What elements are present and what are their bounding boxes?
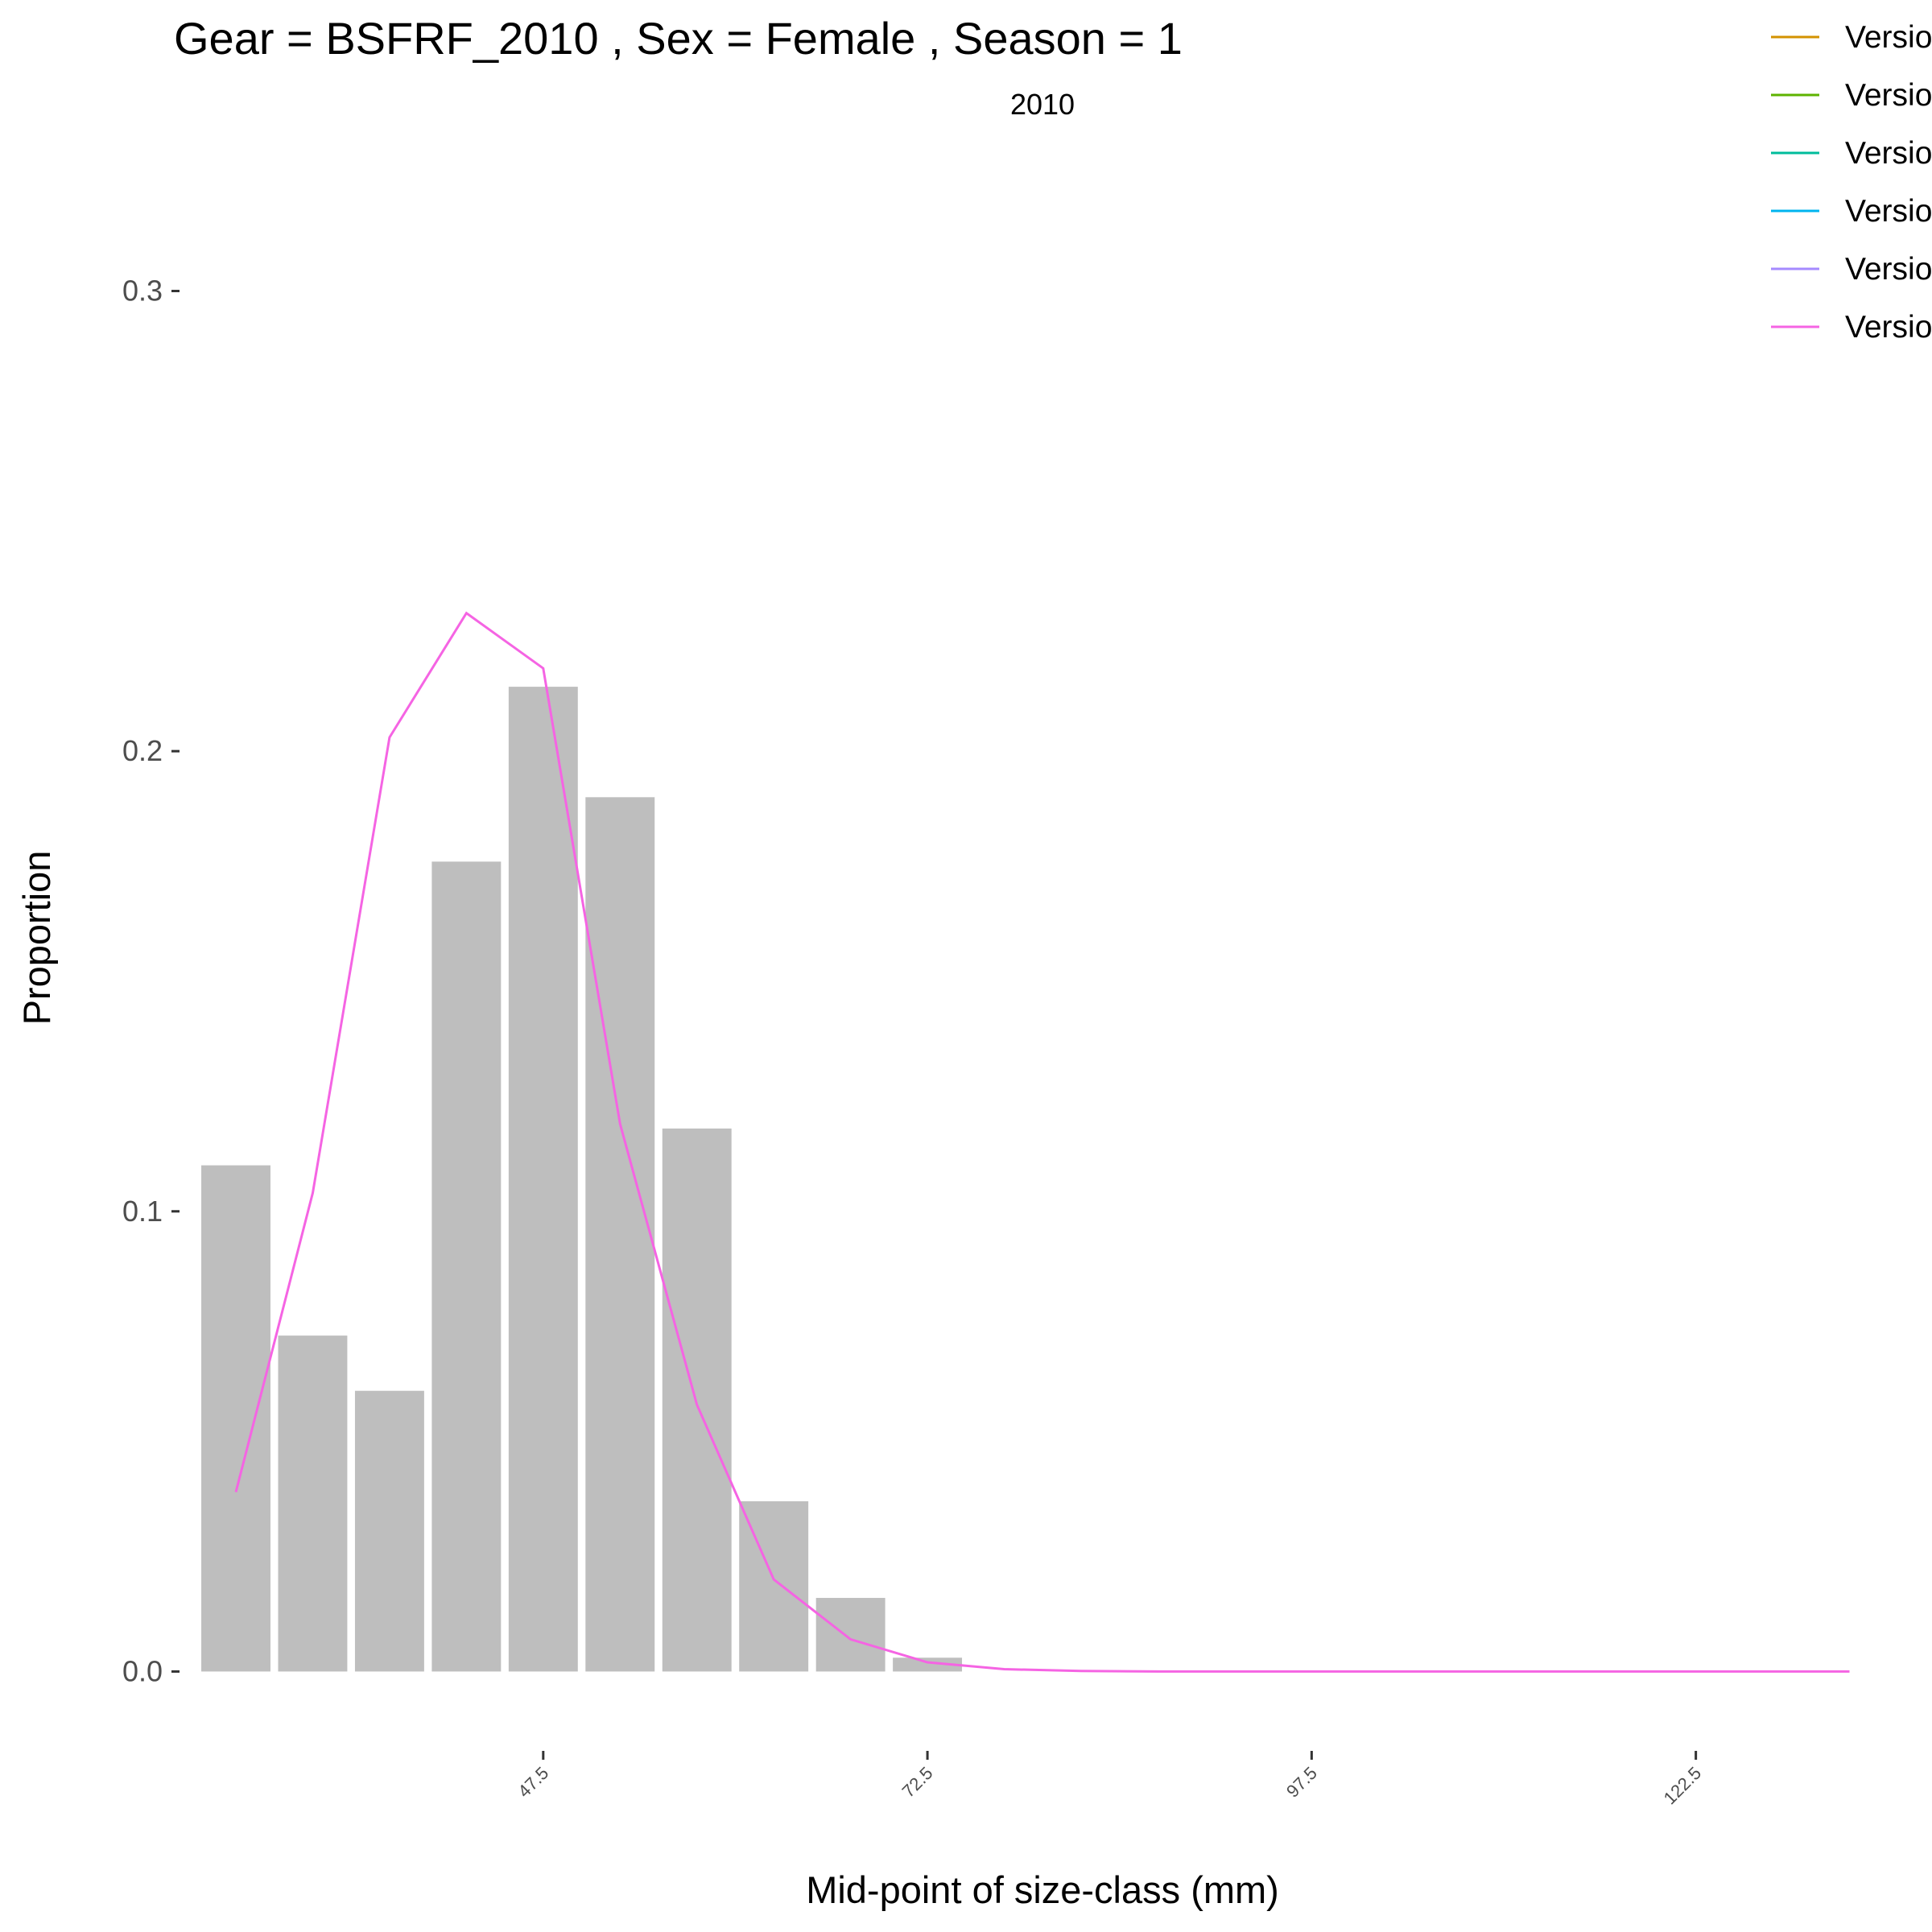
bar [431,861,502,1672]
x-axis-title: Mid-point of size-class (mm) [806,1868,1279,1911]
chart-subtitle: 2010 [1010,88,1075,121]
x-tick-label: 97.5 [1282,1763,1321,1802]
y-tick-label: 0.1 [122,1195,163,1228]
bar [815,1597,886,1672]
legend-label: Versio [1845,252,1932,287]
legend-label: Versio [1845,20,1932,55]
y-tick-label: 0.2 [122,734,163,767]
bar [662,1128,732,1672]
legend-label: Versio [1845,310,1932,345]
bar [508,687,578,1672]
x-axis: 47.5 72.5 97.5 122.5 [514,1751,1705,1808]
legend-label: Versio [1845,194,1932,229]
legend-label: Versio [1845,136,1932,171]
y-axis: 0.0 0.1 0.2 0.3 [122,275,180,1687]
bar [278,1335,348,1672]
y-tick-label: 0.0 [122,1654,163,1687]
legend: Versio Versio Versio Versio Versio Versio [1771,20,1932,345]
x-tick-label: 72.5 [898,1763,937,1802]
y-axis-title: Proportion [15,851,58,1026]
bar [354,1390,424,1672]
x-tick-label: 122.5 [1660,1763,1706,1809]
bar [201,1165,270,1672]
bar [893,1657,963,1672]
legend-label: Versio [1845,78,1932,113]
bar [585,797,655,1672]
model-lines [234,611,1850,1673]
bars [201,687,963,1672]
y-tick-label: 0.3 [122,275,163,308]
series-line [234,611,1850,1673]
chart-title: Gear = BSFRF_2010 , Sex = Female , Seaso… [174,13,1183,64]
x-tick-label: 47.5 [514,1763,552,1802]
